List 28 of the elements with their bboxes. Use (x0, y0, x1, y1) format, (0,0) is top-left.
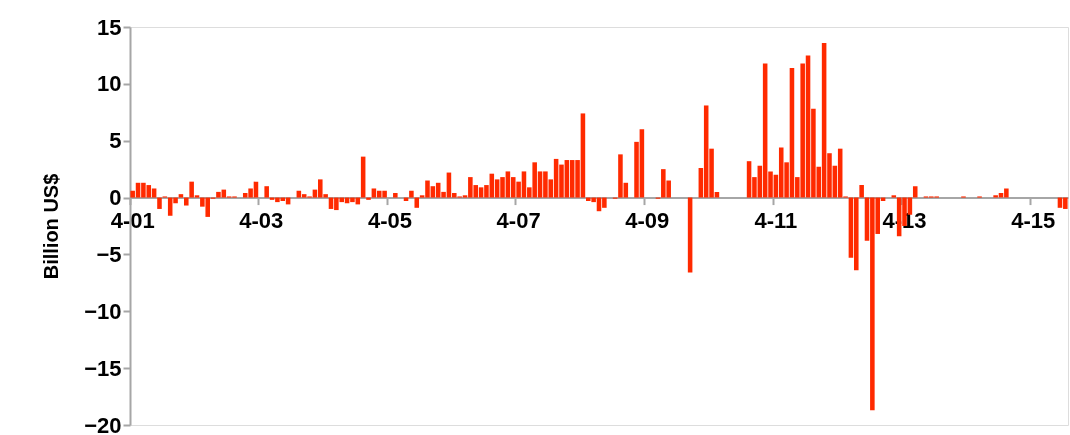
bar (409, 190, 414, 198)
bar (912, 186, 918, 198)
y-tick-label: −15 (84, 355, 122, 381)
y-tick-label: −20 (84, 412, 122, 435)
bar (184, 197, 189, 206)
y-tick-label: 10 (97, 71, 122, 97)
x-tick-label: 4-07 (496, 208, 541, 234)
bar (178, 194, 184, 198)
x-tick-label: 4-05 (367, 208, 412, 234)
y-axis-title: Billion US$ (40, 173, 63, 280)
x-tick-label: 4-03 (239, 208, 284, 234)
bar (296, 190, 302, 198)
bar (157, 197, 162, 209)
bar (414, 197, 420, 208)
y-tick-label: −5 (96, 241, 122, 267)
bar (891, 195, 897, 198)
bar (366, 197, 371, 200)
x-tick-label: 4-01 (110, 208, 155, 234)
bar (393, 193, 398, 198)
y-tick-label: 5 (109, 128, 122, 154)
y-tick-label: −10 (84, 298, 122, 324)
x-tick-label: 4-15 (1011, 208, 1056, 234)
y-tick-label: 15 (97, 14, 122, 40)
bar (264, 186, 269, 198)
y-tick-label: 0 (109, 185, 122, 211)
x-tick-label: 4-11 (754, 208, 798, 234)
bar (859, 185, 864, 198)
x-tick-label: 4-09 (625, 208, 670, 234)
